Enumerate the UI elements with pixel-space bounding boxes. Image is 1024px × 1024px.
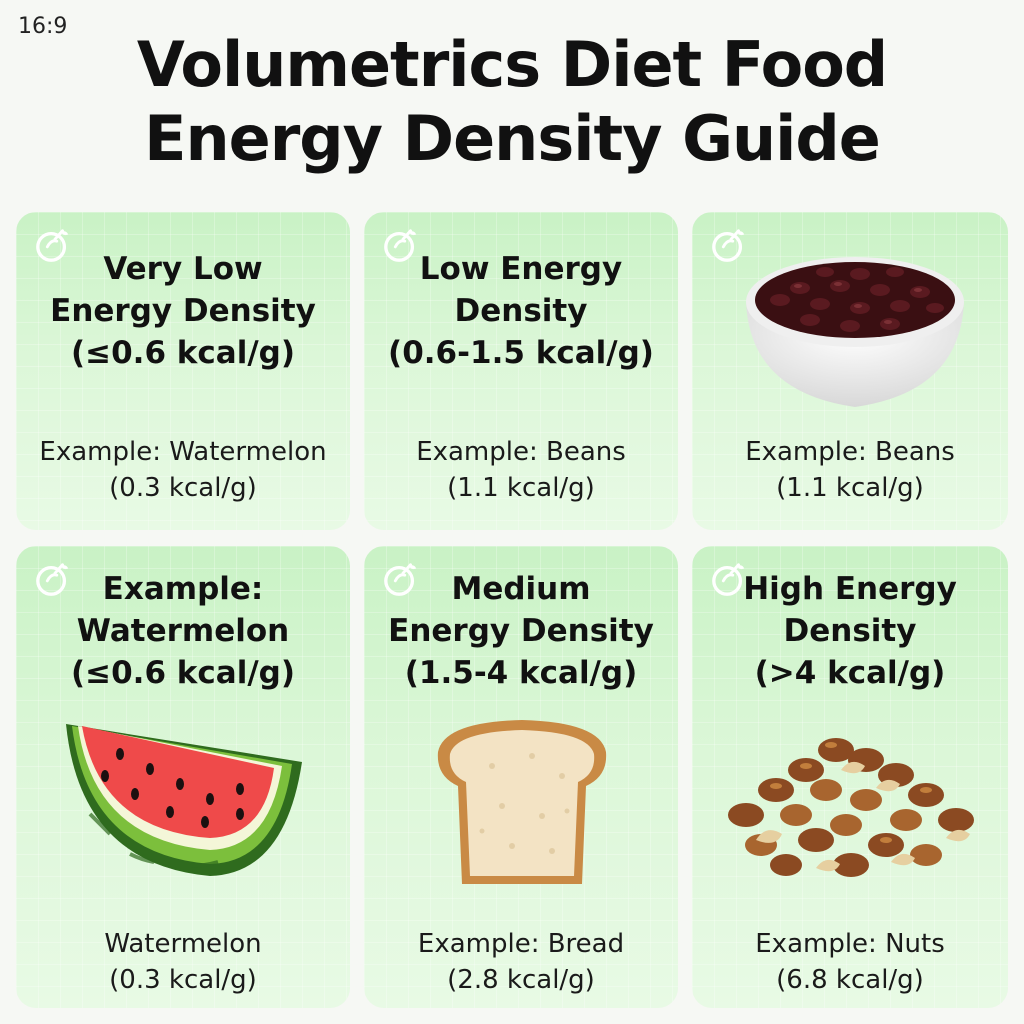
apple-leaf-icon: [384, 229, 417, 262]
card-low-energy: Low Energy Density (0.6-1.5 kcal/g) Exam…: [364, 212, 678, 530]
example-line: (1.1 kcal/g): [447, 473, 595, 503]
apple-leaf-icon: [36, 563, 69, 596]
card-beans-image: Example: Beans (1.1 kcal/g): [692, 212, 1008, 530]
card-heading: Medium Energy Density (1.5-4 kcal/g): [364, 568, 678, 694]
card-watermelon-example: Example: Watermelon (≤0.6 kcal/g) Waterm…: [16, 546, 350, 1008]
card-heading: Very Low Energy Density (≤0.6 kcal/g): [16, 248, 350, 374]
heading-line: Watermelon: [76, 613, 290, 649]
apple-leaf-icon: [384, 563, 417, 596]
heading-line: High Energy: [743, 571, 957, 607]
card-heading: Example: Watermelon (≤0.6 kcal/g): [16, 568, 350, 694]
card-example: Example: Bread (2.8 kcal/g): [364, 926, 678, 998]
example-line: (6.8 kcal/g): [776, 965, 924, 995]
heading-line: Energy Density: [388, 613, 654, 649]
heading-line: (0.6-1.5 kcal/g): [388, 335, 654, 371]
apple-leaf-icon: [712, 563, 745, 596]
apple-leaf-icon: [36, 229, 69, 262]
heading-line: (>4 kcal/g): [754, 655, 946, 691]
card-example: Example: Beans (1.1 kcal/g): [692, 434, 1008, 506]
example-line: (2.8 kcal/g): [447, 965, 595, 995]
bowl-of-beans-image: [746, 257, 964, 407]
card-very-low-energy: Very Low Energy Density (≤0.6 kcal/g) Ex…: [16, 212, 350, 530]
heading-line: (1.5-4 kcal/g): [404, 655, 638, 691]
title-line-2: Energy Density Guide: [144, 102, 881, 175]
example-line: Example: Bread: [417, 929, 625, 959]
card-example: Example: Beans (1.1 kcal/g): [364, 434, 678, 506]
card-example: Example: Watermelon (0.3 kcal/g): [16, 434, 350, 506]
example-line: Example: Beans: [745, 437, 955, 467]
heading-line: Energy Density: [50, 293, 316, 329]
heading-line: Medium: [451, 571, 591, 607]
page-title: Volumetrics Diet Food Energy Density Gui…: [0, 28, 1024, 176]
heading-line: Low Energy: [419, 251, 623, 287]
example-line: Example: Beans: [416, 437, 626, 467]
heading-line: (≤0.6 kcal/g): [70, 335, 296, 371]
card-heading: Low Energy Density (0.6-1.5 kcal/g): [364, 248, 678, 374]
card-example: Example: Nuts (6.8 kcal/g): [692, 926, 1008, 998]
example-line: Example: Watermelon: [39, 437, 327, 467]
card-medium-energy: Medium Energy Density (1.5-4 kcal/g) Exa…: [364, 546, 678, 1008]
heading-line: (≤0.6 kcal/g): [70, 655, 296, 691]
title-line-1: Volumetrics Diet Food: [136, 28, 888, 101]
card-high-energy: High Energy Density (>4 kcal/g): [692, 546, 1008, 1008]
example-line: (1.1 kcal/g): [776, 473, 924, 503]
example-line: (0.3 kcal/g): [109, 965, 257, 995]
heading-line: Very Low: [103, 251, 263, 287]
aspect-ratio-label: 16:9: [18, 14, 68, 39]
watermelon-slice-image: [66, 724, 302, 876]
example-line: Watermelon: [104, 929, 262, 959]
card-heading: High Energy Density (>4 kcal/g): [692, 568, 1008, 694]
card-example: Watermelon (0.3 kcal/g): [16, 926, 350, 998]
heading-line: Density: [783, 613, 917, 649]
mixed-nuts-image: [728, 738, 974, 877]
heading-line: Density: [454, 293, 588, 329]
heading-line: Example:: [102, 571, 264, 607]
bread-slice-image: [437, 720, 607, 884]
example-line: (0.3 kcal/g): [109, 473, 257, 503]
example-line: Example: Nuts: [755, 929, 945, 959]
apple-leaf-icon: [712, 229, 745, 262]
